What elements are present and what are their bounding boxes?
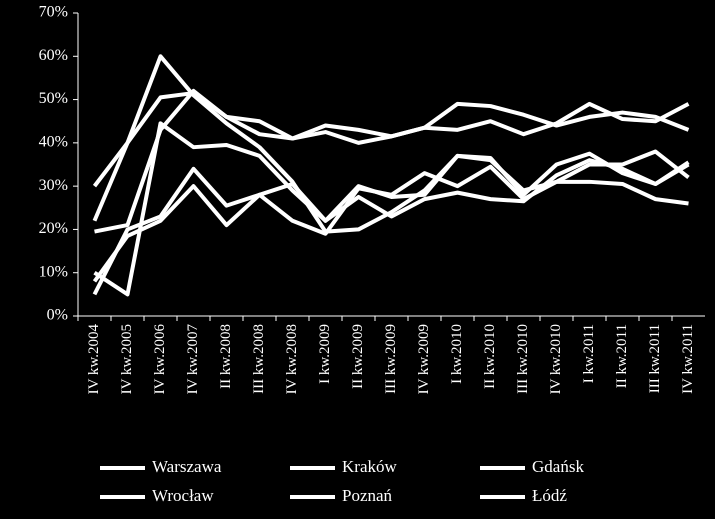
x-tick-label: IV kw.2005 bbox=[119, 324, 135, 394]
x-tick-label: IV kw.2009 bbox=[416, 324, 432, 394]
x-tick-label: II kw.2010 bbox=[482, 324, 498, 389]
legend-label: Poznań bbox=[342, 486, 393, 505]
x-tick-label: IV kw.2010 bbox=[548, 324, 564, 394]
legend-label: Gdańsk bbox=[532, 457, 584, 476]
series-line bbox=[94, 88, 690, 234]
x-tick-label: II kw.2011 bbox=[614, 324, 630, 388]
y-tick-label: 50% bbox=[39, 90, 68, 107]
series-line bbox=[92, 164, 689, 296]
y-tick-label: 40% bbox=[39, 134, 68, 151]
y-tick-label: 0% bbox=[47, 307, 68, 324]
y-tick-label: 60% bbox=[39, 47, 68, 64]
series-line bbox=[93, 121, 690, 297]
y-tick-label: 30% bbox=[39, 177, 68, 194]
x-tick-label: IV kw.2008 bbox=[284, 324, 300, 394]
x-tick-label: III kw.2009 bbox=[383, 324, 399, 394]
x-tick-label: IV kw.2006 bbox=[152, 324, 168, 395]
x-tick-label: III kw.2010 bbox=[515, 324, 531, 394]
x-tick-label: II kw.2009 bbox=[350, 324, 366, 389]
x-tick-label: IV kw.2007 bbox=[185, 324, 201, 395]
legend-label: Łódź bbox=[532, 486, 567, 505]
legend-label: Wrocław bbox=[152, 486, 214, 505]
x-tick-label: I kw.2010 bbox=[449, 324, 465, 384]
legend-label: Kraków bbox=[342, 457, 397, 476]
x-tick-label: IV kw.2011 bbox=[680, 324, 696, 394]
x-tick-label: I kw.2011 bbox=[581, 324, 597, 383]
x-tick-label: I kw.2009 bbox=[317, 324, 333, 384]
legend-label: Warszawa bbox=[152, 457, 222, 476]
y-tick-label: 10% bbox=[39, 263, 68, 280]
x-tick-label: IV kw.2004 bbox=[86, 324, 102, 395]
y-tick-label: 20% bbox=[39, 220, 68, 237]
x-tick-label: II kw.2008 bbox=[218, 324, 234, 389]
series-line bbox=[92, 158, 690, 283]
x-tick-label: III kw.2011 bbox=[647, 324, 663, 393]
y-tick-label: 70% bbox=[39, 4, 68, 21]
series-line bbox=[92, 54, 690, 234]
x-tick-label: III kw.2008 bbox=[251, 324, 267, 394]
